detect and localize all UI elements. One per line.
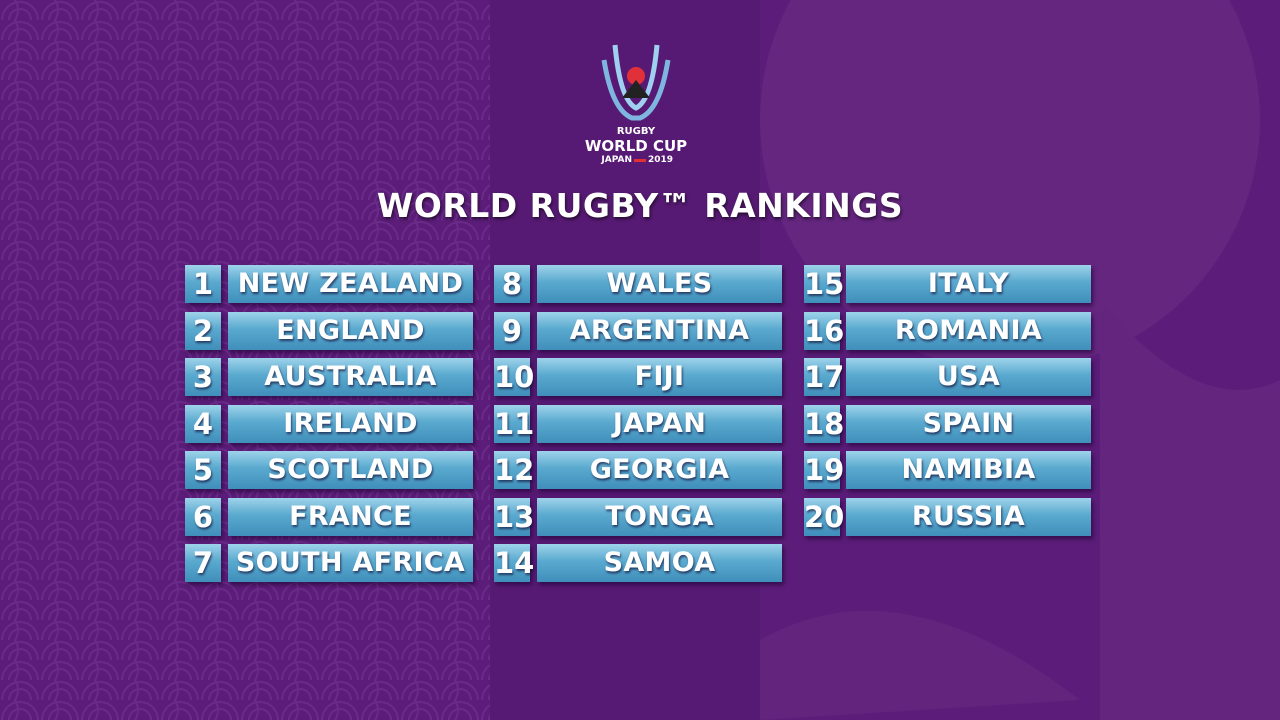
rank-number: 9 [494,311,530,350]
title: WORLD RUGBY™ RANKINGS [376,186,904,225]
rank-number: 13 [494,497,535,536]
team-name: SOUTH AFRICA [228,544,473,582]
logo-text: WORLD CUP [584,137,688,155]
team-name: WALES [537,265,782,303]
rank-number: 6 [185,497,221,536]
team-name: ARGENTINA [537,311,782,350]
rank-number: 20 [804,497,845,536]
rank-number: 12 [494,451,535,489]
rank-number: 1 [185,265,221,303]
rank-number: 4 [185,404,221,443]
team-name: ROMANIA [846,311,1091,350]
team-name: TONGA [537,497,782,536]
team-name: ENGLAND [228,311,473,350]
rank-number: 14 [494,544,535,582]
team-name: RUSSIA [846,497,1091,536]
rank-number: 16 [804,311,845,350]
rank-number: 8 [494,265,530,303]
rank-number: 5 [185,451,221,489]
team-name: NEW ZEALAND [228,265,473,303]
rank-number: 15 [804,265,845,303]
rank-number: 10 [494,358,535,396]
team-name: ITALY [846,265,1091,303]
logo-trophy [601,44,671,121]
team-name: SCOTLAND [228,451,473,489]
logo-text: RUGBY [616,126,656,137]
rank-number: 7 [185,544,221,582]
team-name: JAPAN [537,404,782,443]
rank-number: 11 [494,404,535,443]
team-name: AUSTRALIA [228,358,473,396]
rank-number: 3 [185,358,221,396]
team-name: IRELAND [228,404,473,443]
logo-text: 2019 [648,155,674,165]
team-name: GEORGIA [537,451,782,489]
decor-shape [760,610,1080,720]
team-name: SPAIN [846,404,1091,443]
team-name: NAMIBIA [846,451,1091,489]
rank-number: 19 [804,451,845,489]
decor-shape [1100,300,1280,720]
team-name: USA [846,358,1091,396]
rank-number: 18 [804,404,845,443]
team-name: FIJI [537,358,782,396]
team-name: SAMOA [537,544,782,582]
logo-text: JAPAN [601,155,632,165]
rank-number: 2 [185,311,221,350]
logo-accent [634,159,646,162]
team-name: FRANCE [228,497,473,536]
rank-number: 17 [804,358,845,396]
